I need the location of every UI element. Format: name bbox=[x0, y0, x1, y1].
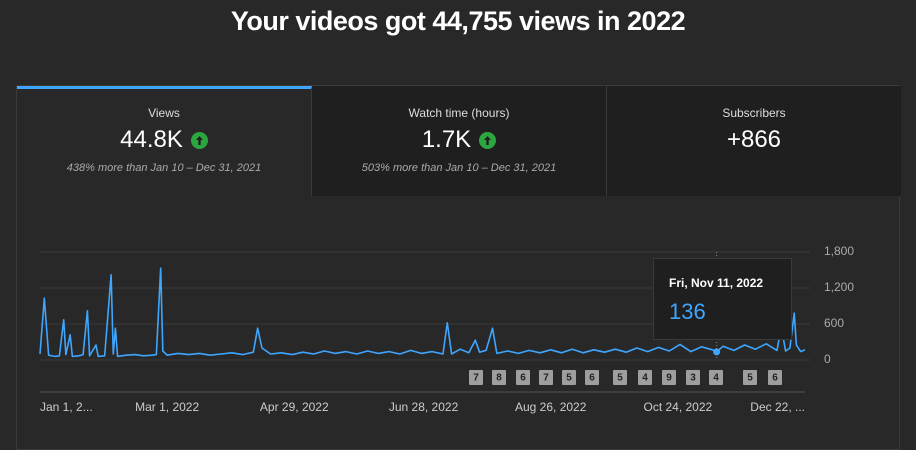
event-marker-label: 6 bbox=[772, 373, 778, 384]
tooltip-value: 136 bbox=[669, 299, 706, 324]
event-marker-box bbox=[492, 370, 506, 385]
data-line bbox=[39, 267, 806, 358]
event-marker-box bbox=[469, 370, 483, 385]
event-marker-box bbox=[562, 370, 576, 385]
event-marker-label: 5 bbox=[566, 373, 572, 384]
tab-value-text: 44.8K bbox=[120, 126, 183, 153]
tab-label: Views bbox=[148, 106, 180, 120]
event-marker-box bbox=[743, 370, 757, 385]
event-marker[interactable]: 8 bbox=[492, 370, 506, 385]
event-marker-box bbox=[709, 370, 723, 385]
event-marker-box bbox=[585, 370, 599, 385]
y-tick-label: 0 bbox=[824, 352, 831, 366]
hover-dot bbox=[713, 348, 721, 356]
event-marker[interactable]: 9 bbox=[662, 370, 676, 385]
x-tick-label: Dec 22, ... bbox=[750, 400, 805, 414]
up-icon bbox=[190, 131, 208, 149]
event-marker-label: 3 bbox=[690, 373, 696, 384]
tab[interactable]: Views 44.8K 438% more than Jan 10 – Dec … bbox=[17, 86, 312, 196]
event-marker-label: 6 bbox=[589, 373, 595, 384]
event-marker-label: 7 bbox=[473, 373, 479, 384]
event-marker-box bbox=[539, 370, 553, 385]
event-marker[interactable]: 6 bbox=[585, 370, 599, 385]
event-marker[interactable]: 5 bbox=[613, 370, 627, 385]
tab[interactable]: Watch time (hours) 1.7K 503% more than J… bbox=[312, 86, 607, 196]
event-marker[interactable]: 4 bbox=[709, 370, 723, 385]
tab-label: Watch time (hours) bbox=[408, 106, 510, 120]
y-tick-label: 1,200 bbox=[824, 280, 854, 294]
event-marker[interactable]: 5 bbox=[743, 370, 757, 385]
tooltip-date: Fri, Nov 11, 2022 bbox=[669, 276, 764, 290]
page-title: Your videos got 44,755 views in 2022 bbox=[230, 6, 686, 36]
event-marker[interactable]: 4 bbox=[638, 370, 652, 385]
x-tick-label: Aug 26, 2022 bbox=[515, 400, 587, 414]
tooltip: Fri, Nov 11, 2022 136 bbox=[653, 258, 792, 340]
tab-value: 44.8K bbox=[17, 126, 311, 154]
event-marker[interactable]: 7 bbox=[469, 370, 483, 385]
event-marker-box bbox=[686, 370, 700, 385]
tab[interactable]: Subscribers +866 bbox=[607, 86, 901, 196]
event-marker[interactable]: 3 bbox=[686, 370, 700, 385]
tab-comparison: 503% more than Jan 10 – Dec 31, 2021 bbox=[361, 162, 557, 174]
up-icon bbox=[479, 131, 497, 149]
event-marker-label: 7 bbox=[543, 373, 549, 384]
x-tick-label: Jun 28, 2022 bbox=[389, 400, 459, 414]
event-marker-label: 5 bbox=[747, 373, 753, 384]
event-marker-box bbox=[638, 370, 652, 385]
tab-label: Subscribers bbox=[722, 106, 786, 120]
x-tick-label: Mar 1, 2022 bbox=[135, 400, 199, 414]
tab-value-text: +866 bbox=[726, 126, 782, 153]
y-tick-label: 600 bbox=[824, 316, 844, 330]
x-tick-label: Apr 29, 2022 bbox=[260, 400, 329, 414]
y-tick-label: 1,800 bbox=[824, 244, 854, 258]
event-marker-label: 8 bbox=[496, 373, 502, 384]
event-marker-box bbox=[662, 370, 676, 385]
event-marker[interactable]: 5 bbox=[562, 370, 576, 385]
event-marker-label: 4 bbox=[713, 373, 719, 384]
x-tick-label: Jan 1, 2... bbox=[40, 400, 93, 414]
tab-value: +866 bbox=[607, 126, 901, 154]
event-marker[interactable]: 6 bbox=[516, 370, 530, 385]
tab-value-text: 1.7K bbox=[421, 126, 472, 153]
event-marker-label: 6 bbox=[520, 373, 526, 384]
event-marker-box bbox=[516, 370, 530, 385]
event-marker-box bbox=[613, 370, 627, 385]
tab-comparison: 438% more than Jan 10 – Dec 31, 2021 bbox=[66, 162, 262, 174]
event-marker-label: 9 bbox=[666, 373, 672, 384]
event-marker-box bbox=[768, 370, 782, 385]
event-marker[interactable]: 6 bbox=[768, 370, 782, 385]
event-marker-label: 5 bbox=[617, 373, 623, 384]
event-marker[interactable]: 7 bbox=[539, 370, 553, 385]
event-marker-label: 4 bbox=[642, 373, 648, 384]
x-tick-label: Oct 24, 2022 bbox=[643, 400, 712, 414]
tab-value: 1.7K bbox=[312, 126, 606, 154]
